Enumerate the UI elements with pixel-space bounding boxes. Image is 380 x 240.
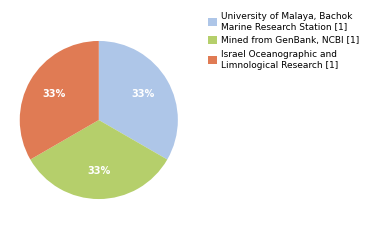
Wedge shape (20, 41, 99, 160)
Text: 33%: 33% (43, 89, 66, 99)
Legend: University of Malaya, Bachok
Marine Research Station [1], Mined from GenBank, NC: University of Malaya, Bachok Marine Rese… (206, 10, 361, 71)
Wedge shape (30, 120, 167, 199)
Text: 33%: 33% (87, 166, 111, 176)
Text: 33%: 33% (131, 89, 155, 99)
Wedge shape (99, 41, 178, 160)
